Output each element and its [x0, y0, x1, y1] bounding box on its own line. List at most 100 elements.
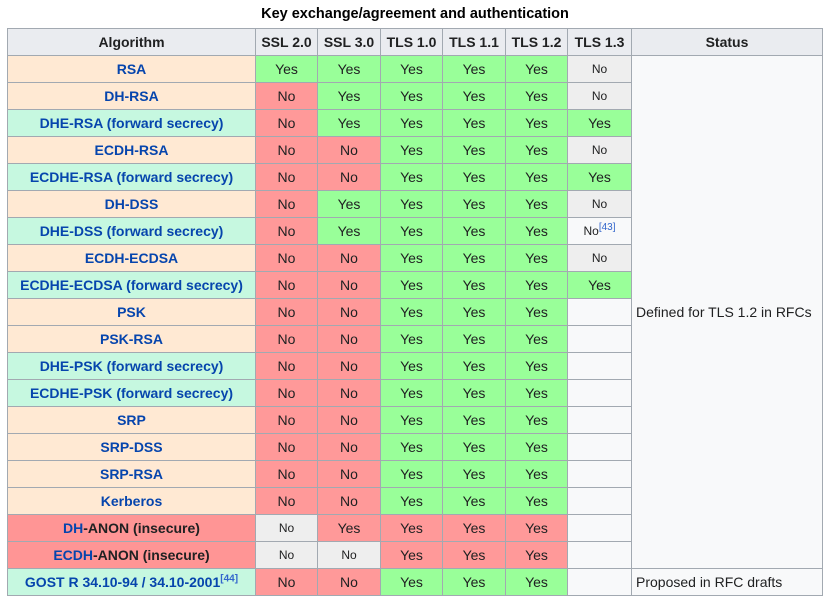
support-cell-tls-1-1: Yes: [442, 109, 506, 137]
algorithm-link[interactable]: (forward secrecy): [126, 277, 243, 293]
algorithm-link[interactable]: (forward secrecy): [116, 385, 234, 401]
algorithm-cell: ECDH-RSA: [7, 136, 256, 164]
algorithm-cell: DHE-PSK (forward secrecy): [7, 352, 256, 380]
support-cell-tls-1-3: [567, 568, 632, 596]
algorithm-link[interactable]: ECDH-ECDSA: [84, 250, 179, 266]
algorithm-cell: SRP: [7, 406, 256, 434]
support-cell-tls-1-3: [567, 379, 632, 407]
algorithm-link[interactable]: [44]: [220, 573, 239, 585]
support-cell-tls-1-1: Yes: [442, 406, 506, 434]
support-cell-tls-1-0: Yes: [380, 379, 443, 407]
support-cell-tls-1-0: Yes: [380, 55, 443, 83]
support-cell-ssl-2-0: No: [255, 244, 318, 272]
support-cell-tls-1-3: [567, 433, 632, 461]
support-cell-ssl-3-0: No: [317, 433, 381, 461]
algorithm-link[interactable]: (forward secrecy): [106, 115, 224, 131]
column-header-ssl-3-0: SSL 3.0: [317, 28, 381, 56]
support-cell-tls-1-2: Yes: [505, 541, 568, 569]
support-cell-tls-1-2: Yes: [505, 136, 568, 164]
algorithm-cell: DH-ANON (insecure): [7, 514, 256, 542]
algorithm-cell: ECDH-ECDSA: [7, 244, 256, 272]
support-cell-tls-1-2: Yes: [505, 55, 568, 83]
support-cell-tls-1-2: Yes: [505, 514, 568, 542]
support-cell-tls-1-0: Yes: [380, 406, 443, 434]
algorithm-link[interactable]: Kerberos: [100, 493, 163, 509]
algorithm-link[interactable]: DH-RSA: [104, 88, 159, 104]
tls-support-table: Key exchange/agreement and authenticatio…: [7, 4, 823, 596]
support-cell-tls-1-0: Yes: [380, 460, 443, 488]
table-header: Algorithm SSL 2.0 SSL 3.0 TLS 1.0 TLS 1.1 TLS…: [7, 28, 823, 56]
support-cell-tls-1-1: Yes: [442, 379, 506, 407]
algorithm-link[interactable]: GOST R 34.10-94 / 34.10-2001: [24, 574, 221, 590]
support-cell-tls-1-0: Yes: [380, 190, 443, 218]
algorithm-label-text: -ANON (insecure): [83, 520, 200, 536]
header-row: Algorithm SSL 2.0 SSL 3.0 TLS 1.0 TLS 1.1 TLS…: [7, 28, 823, 56]
support-cell-ssl-3-0: No: [317, 379, 381, 407]
algorithm-cell: DH-RSA: [7, 82, 256, 110]
algorithm-link[interactable]: SRP-DSS: [100, 439, 163, 455]
algorithm-cell: SRP-DSS: [7, 433, 256, 461]
support-cell-ssl-2-0: No: [255, 568, 318, 596]
support-cell-tls-1-2: Yes: [505, 271, 568, 299]
reference-link[interactable]: [43]: [598, 222, 616, 233]
support-cell-ssl-3-0: No: [317, 352, 381, 380]
support-cell-tls-1-3: No: [567, 190, 632, 218]
algorithm-cell: SRP-RSA: [7, 460, 256, 488]
support-cell-tls-1-3: No: [567, 136, 632, 164]
support-cell-tls-1-0: Yes: [380, 244, 443, 272]
algorithm-link[interactable]: ECDH: [53, 547, 93, 563]
algorithm-link[interactable]: (forward secrecy): [106, 223, 224, 239]
support-cell-ssl-3-0: No: [317, 541, 381, 569]
support-cell-tls-1-2: Yes: [505, 217, 568, 245]
table-row: ECDHE-PSK (forward secrecy) No No Yes Yes Yes: [7, 379, 823, 407]
support-cell-ssl-3-0: No: [317, 487, 381, 515]
support-cell-tls-1-1: Yes: [442, 298, 506, 326]
table-row: SRP No No Yes Yes Yes: [7, 406, 823, 434]
algorithm-link[interactable]: (forward secrecy): [106, 358, 224, 374]
algorithm-link[interactable]: DHE-DSS: [39, 223, 103, 239]
support-cell-tls-1-2: Yes: [505, 460, 568, 488]
support-cell-tls-1-2: Yes: [505, 298, 568, 326]
column-header-status: Status: [631, 28, 823, 56]
support-cell-ssl-3-0: Yes: [317, 190, 381, 218]
support-cell-ssl-3-0: No: [317, 298, 381, 326]
algorithm-link[interactable]: ECDHE-RSA: [29, 169, 113, 185]
support-cell-ssl-2-0: No: [255, 136, 318, 164]
support-cell-ssl-2-0: No: [255, 460, 318, 488]
algorithm-link[interactable]: SRP: [117, 412, 146, 428]
algorithm-link[interactable]: (forward secrecy): [116, 169, 234, 185]
support-cell-tls-1-1: Yes: [442, 460, 506, 488]
algorithm-cell: DH-DSS: [7, 190, 256, 218]
support-cell-tls-1-0: Yes: [380, 136, 443, 164]
support-cell-tls-1-2: Yes: [505, 352, 568, 380]
table-row: DHE-PSK (forward secrecy) No No Yes Yes Yes: [7, 352, 823, 380]
algorithm-link[interactable]: ECDH-RSA: [94, 142, 169, 158]
support-cell-tls-1-3: No[43]: [567, 217, 632, 245]
support-cell-tls-1-2: Yes: [505, 379, 568, 407]
column-header-tls-1-2: TLS 1.2: [505, 28, 568, 56]
algorithm-link[interactable]: PSK-RSA: [99, 331, 163, 347]
support-cell-tls-1-3: [567, 487, 632, 515]
algorithm-link[interactable]: DH: [63, 520, 84, 536]
algorithm-link[interactable]: ECDHE-PSK: [29, 385, 113, 401]
support-cell-tls-1-0: Yes: [380, 163, 443, 191]
table-row: DH-ANON (insecure) No Yes Yes Yes Yes: [7, 514, 823, 542]
support-cell-tls-1-3: [567, 406, 632, 434]
table-row: GOST R 34.10-94 / 34.10-2001[44] No No Yes Y…: [7, 568, 823, 596]
support-cell-tls-1-3: [567, 352, 632, 380]
algorithm-link[interactable]: SRP-RSA: [99, 466, 163, 482]
algorithm-link[interactable]: RSA: [116, 61, 147, 77]
support-cell-ssl-3-0: No: [317, 244, 381, 272]
support-cell-tls-1-3: No: [567, 55, 632, 83]
support-cell-ssl-2-0: No: [255, 217, 318, 245]
support-cell-ssl-2-0: No: [255, 109, 318, 137]
algorithm-link[interactable]: ECDHE-ECDSA: [20, 277, 123, 293]
algorithm-link[interactable]: DH-DSS: [104, 196, 159, 212]
algorithm-link[interactable]: DHE-PSK: [39, 358, 103, 374]
support-cell-ssl-3-0: Yes: [317, 514, 381, 542]
algorithm-link[interactable]: DHE-RSA: [39, 115, 103, 131]
algorithm-link[interactable]: PSK: [117, 304, 146, 320]
table-row: DH-DSS No Yes Yes Yes Yes No: [7, 190, 823, 218]
column-header-tls-1-1: TLS 1.1: [442, 28, 506, 56]
